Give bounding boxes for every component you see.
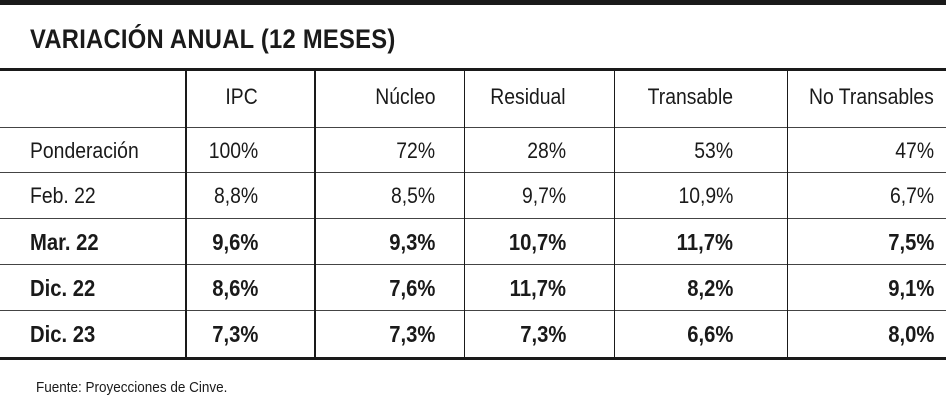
column-divider bbox=[314, 70, 316, 359]
row-divider bbox=[0, 127, 946, 128]
table-cell: 28% bbox=[527, 138, 566, 163]
table-cell: 8,0% bbox=[887, 321, 934, 347]
table-cell: 10,9% bbox=[678, 183, 733, 208]
table-cell: 8,8% bbox=[213, 183, 258, 208]
row-label: Ponderación bbox=[30, 138, 139, 163]
table-cell: 9,1% bbox=[887, 275, 934, 301]
column-header: Residual bbox=[490, 84, 566, 109]
column-divider bbox=[185, 70, 187, 359]
row-divider bbox=[0, 218, 946, 219]
table-title: VARIACIÓN ANUAL (12 MESES) bbox=[30, 24, 396, 54]
table-cell: 7,3% bbox=[388, 321, 435, 347]
row-label: Dic. 23 bbox=[30, 321, 96, 347]
header-top-rule bbox=[0, 68, 946, 71]
table-bottom-rule bbox=[0, 357, 946, 360]
row-label: Feb. 22 bbox=[30, 183, 96, 208]
row-divider bbox=[0, 172, 946, 173]
column-header: Transable bbox=[647, 84, 733, 109]
top-border bbox=[0, 0, 946, 5]
table-cell: 6,6% bbox=[686, 321, 733, 347]
column-divider bbox=[787, 70, 788, 359]
table-cell: 9,7% bbox=[521, 183, 566, 208]
row-label: Mar. 22 bbox=[30, 229, 99, 255]
table-cell: 8,6% bbox=[211, 275, 258, 301]
table-cell: 47% bbox=[895, 138, 934, 163]
table-cell: 11,7% bbox=[509, 275, 566, 301]
table-cell: 7,6% bbox=[388, 275, 435, 301]
table-cell: 7,3% bbox=[519, 321, 566, 347]
table-cell: 9,6% bbox=[211, 229, 258, 255]
row-divider bbox=[0, 264, 946, 265]
column-header: No Transables bbox=[809, 84, 934, 109]
table-cell: 6,7% bbox=[889, 183, 934, 208]
table-cell: 7,5% bbox=[887, 229, 934, 255]
table-cell: 11,7% bbox=[676, 229, 733, 255]
row-label: Dic. 22 bbox=[30, 275, 96, 301]
table-cell: 100% bbox=[208, 138, 258, 163]
column-header: Núcleo bbox=[374, 84, 435, 109]
row-divider bbox=[0, 310, 946, 311]
table-cell: 53% bbox=[694, 138, 733, 163]
table-cell: 9,3% bbox=[388, 229, 435, 255]
table-cell: 10,7% bbox=[508, 229, 566, 255]
column-divider bbox=[614, 70, 615, 359]
column-header: IPC bbox=[225, 84, 258, 109]
table-cell: 7,3% bbox=[211, 321, 258, 347]
column-divider bbox=[464, 70, 465, 359]
source-note: Fuente: Proyecciones de Cinve. bbox=[36, 379, 228, 396]
table-cell: 72% bbox=[396, 138, 435, 163]
table-cell: 8,5% bbox=[390, 183, 435, 208]
table-cell: 8,2% bbox=[686, 275, 733, 301]
